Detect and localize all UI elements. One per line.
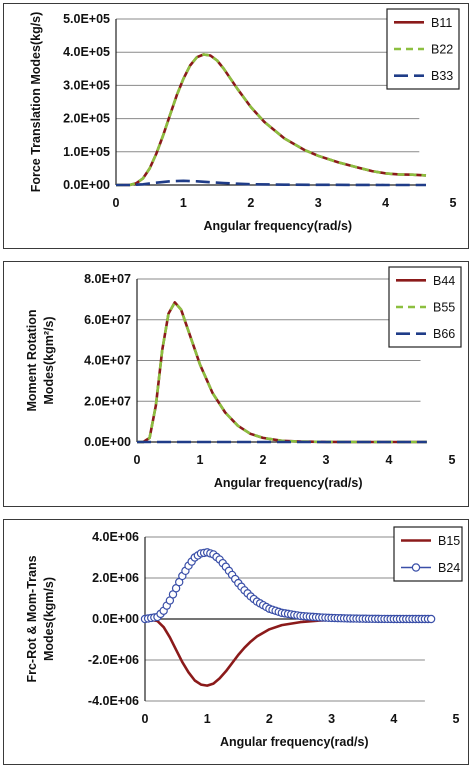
x-tick-label: 5 (453, 712, 460, 726)
chart-panel-1: 0.0E+00 1.0E+05 2.0E+05 3.0E+05 4.0E+05 5.0E+… (3, 3, 469, 249)
legend-label-B44: B44 (433, 274, 455, 288)
x-tick-label: 2 (247, 196, 254, 210)
x-tick-label: 3 (315, 196, 322, 210)
legend-label-B22: B22 (431, 43, 453, 57)
y-tick-label: 4.0E+06 (92, 530, 139, 544)
chart-panel-3: -4.0E+06 -2.0E+06 0.0E+00 2.0E+06 4.0E+06 0 1 2… (3, 519, 469, 765)
y-tick-label: 2.0E+05 (63, 112, 110, 126)
legend-label-B11: B11 (431, 16, 452, 30)
x-tick-label: 3 (323, 453, 330, 467)
x-tick-label: 4 (386, 453, 393, 467)
y-tick-label: 0.0E+00 (84, 435, 131, 449)
series-line-B33 (116, 179, 426, 187)
x-tick-label: 5 (450, 196, 457, 210)
legend-label-B55: B55 (433, 301, 455, 315)
chart-1-svg: 0.0E+00 1.0E+05 2.0E+05 3.0E+05 4.0E+05 5.0E+… (29, 8, 460, 233)
y-tick-label: 4.0E+05 (63, 45, 110, 59)
chart-3-svg: -4.0E+06 -2.0E+06 0.0E+00 2.0E+06 4.0E+06 0 1 2… (25, 526, 463, 749)
series-line-B55 (137, 301, 427, 444)
series-line-B11 (116, 53, 427, 187)
x-tick-label: 4 (390, 712, 397, 726)
y-tick-label: 4.0E+07 (84, 354, 131, 368)
y-tick-label: -4.0E+06 (88, 694, 139, 708)
x-tick-label: 2 (260, 453, 267, 467)
x-axis-title: Angular frequency(rad/s) (203, 219, 352, 233)
x-axis-title: Angular frequency(rad/s) (220, 735, 369, 749)
y-tick-label: -2.0E+06 (88, 653, 139, 667)
y-tick-label: 5.0E+05 (63, 12, 110, 26)
series-line-B15 (144, 617, 432, 687)
legend-label-B66: B66 (433, 327, 455, 341)
y-tick-label: 8.0E+07 (84, 272, 131, 286)
y-axis-title-line: Moment Rotation (25, 309, 39, 411)
x-tick-label: 1 (204, 712, 211, 726)
y-tick-label: 2.0E+06 (92, 571, 139, 585)
y-axis-title: Force Translation Modes(kg/s) (29, 12, 43, 193)
series-line-B22 (116, 53, 427, 187)
y-axis-title-line: Frc-Rot & Mom-Trans (25, 555, 39, 682)
x-tick-label: 4 (382, 196, 389, 210)
x-axis-title: Angular frequency(rad/s) (214, 476, 363, 490)
x-tick-label: 1 (180, 196, 187, 210)
legend-label-B15: B15 (438, 534, 460, 548)
legend-label-B33: B33 (431, 69, 453, 83)
legend-box (393, 526, 463, 582)
chart-panel-2: 0.0E+00 2.0E+07 4.0E+07 6.0E+07 8.0E+07 0 1 2 3 4… (3, 261, 469, 507)
chart-2-svg: 0.0E+00 2.0E+07 4.0E+07 6.0E+07 8.0E+07 0 1 2 3 4… (25, 266, 462, 490)
y-tick-label: 0.0E+00 (63, 178, 110, 192)
series-line-B44 (137, 301, 427, 444)
y-axis-title-line: Modes(kgm/s) (42, 577, 56, 661)
x-tick-label: 3 (328, 712, 335, 726)
y-tick-label: 2.0E+07 (84, 394, 131, 408)
x-tick-label: 2 (266, 712, 273, 726)
x-tick-label: 0 (113, 196, 120, 210)
x-tick-label: 5 (449, 453, 456, 467)
x-tick-label: 0 (142, 712, 149, 726)
y-tick-label: 6.0E+07 (84, 313, 131, 327)
legend-label-B24: B24 (438, 561, 460, 575)
x-tick-label: 1 (197, 453, 204, 467)
legend-marker-B24 (411, 563, 421, 572)
y-tick-label: 1.0E+05 (63, 145, 110, 159)
y-tick-label: 0.0E+00 (92, 612, 139, 626)
y-axis-title-line: Modes(kgm²/s) (42, 316, 56, 404)
series-point-B24 (426, 614, 436, 624)
x-tick-label: 0 (134, 453, 141, 467)
y-tick-label: 3.0E+05 (63, 78, 110, 92)
